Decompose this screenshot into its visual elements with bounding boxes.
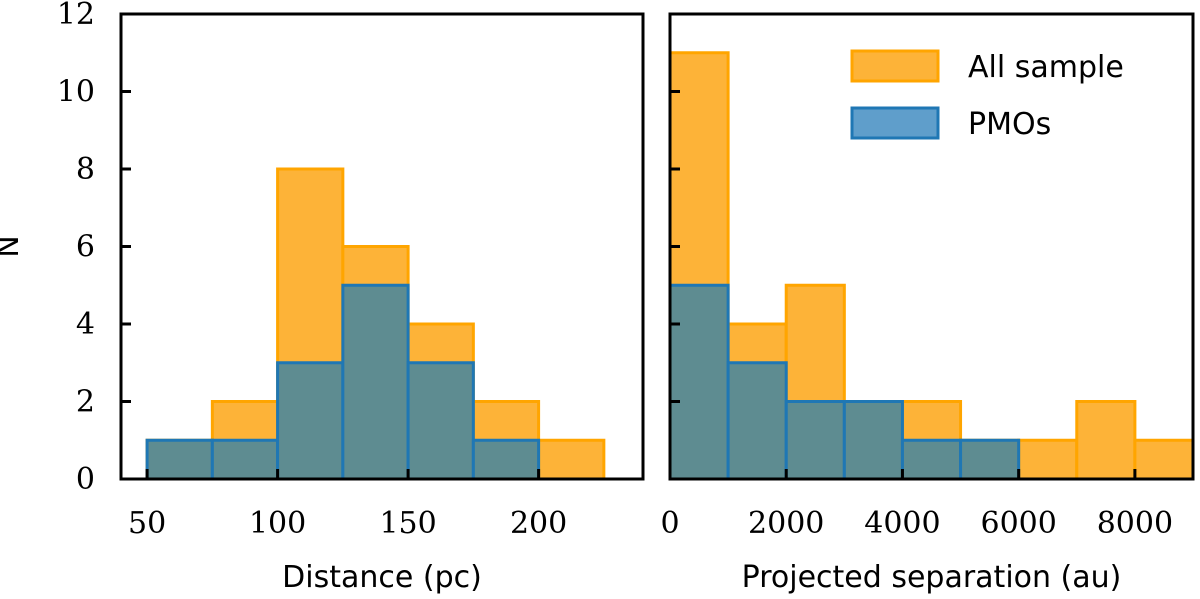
legend-label: PMOs (968, 107, 1051, 142)
histogram-bar (668, 283, 730, 481)
histogram-bar (276, 361, 345, 481)
x-tick-label: 0 (660, 506, 679, 541)
x-axis-label: Projected separation (au) (742, 560, 1122, 595)
y-tick-label: 12 (57, 0, 95, 32)
y-tick-label: 8 (76, 152, 95, 187)
histogram-bar (471, 438, 541, 481)
x-tick-label: 8000 (1097, 506, 1173, 541)
histogram-bar (210, 438, 280, 481)
separation-histogram-panel: 0 2000 4000 6000 8000 Projected separation (a… (660, 12, 1195, 595)
histogram-bar (1133, 438, 1195, 481)
legend-swatch (850, 106, 940, 140)
histogram-bar (145, 438, 214, 481)
y-tick-label: 2 (76, 385, 95, 420)
x-tick-label: 50 (128, 506, 166, 541)
x-tick-label: 150 (379, 506, 436, 541)
x-tick-label: 6000 (980, 506, 1056, 541)
x-tick-label: 200 (510, 506, 567, 541)
x-tick-label: 100 (249, 506, 306, 541)
y-tick-label: 6 (76, 230, 95, 265)
x-axis-label: Distance (pc) (282, 560, 482, 595)
y-tick-label: 0 (76, 462, 95, 497)
histogram-bar (842, 400, 904, 481)
histogram-bar (537, 438, 606, 481)
histogram-bar (1075, 400, 1137, 481)
histogram-bar (341, 283, 410, 481)
histogram-bar (726, 361, 788, 481)
histogram-bar (1017, 438, 1079, 481)
histogram-bar (959, 438, 1021, 481)
legend: All sample PMOs (850, 49, 1124, 142)
distance-histogram-panel: 50 100 150 200 0 2 4 6 8 10 12 N Distance (pc) (0, 0, 645, 595)
plot-frame (668, 12, 1195, 481)
x-tick-label: 4000 (864, 506, 940, 541)
histogram-bar (784, 400, 846, 481)
series-pmos (145, 283, 541, 481)
y-axis-label: N (0, 235, 26, 257)
plot-frame (119, 12, 645, 481)
legend-swatch (850, 49, 940, 83)
histogram-bar (900, 438, 963, 481)
x-tick-label: 2000 (748, 506, 824, 541)
y-tick-label: 10 (57, 75, 95, 110)
histogram-bar (406, 361, 475, 481)
legend-label: All sample (968, 50, 1124, 85)
y-tick-label: 4 (76, 307, 95, 342)
